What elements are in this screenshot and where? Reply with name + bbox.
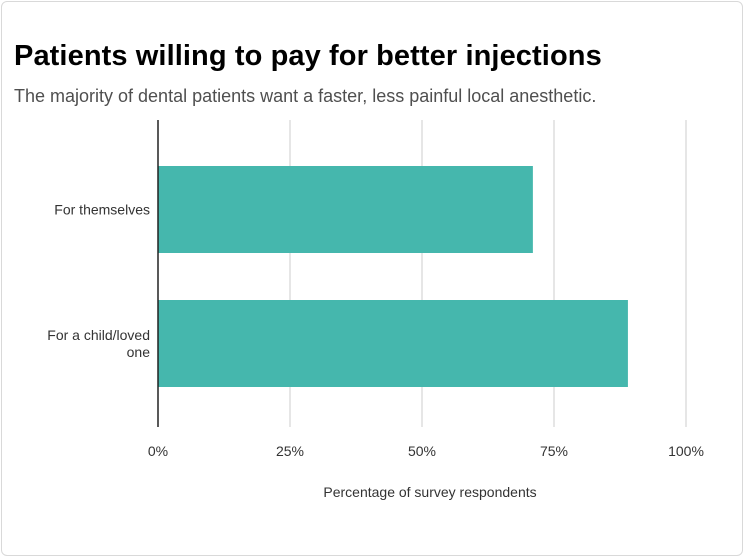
bar [158,166,533,253]
x-tick-label: 50% [408,443,436,459]
x-tick-label: 25% [276,443,304,459]
chart-title: Patients willing to pay for better injec… [14,40,602,72]
x-axis-title: Percentage of survey respondents [323,484,536,500]
category-label: For a child/loved one [47,327,150,360]
x-tick-label: 75% [540,443,568,459]
chart-subtitle: The majority of dental patients want a f… [14,86,597,106]
x-tick-label: 0% [148,443,168,459]
x-tick-label: 100% [668,443,704,459]
category-label: For themselves [54,202,150,218]
bar [158,300,628,387]
